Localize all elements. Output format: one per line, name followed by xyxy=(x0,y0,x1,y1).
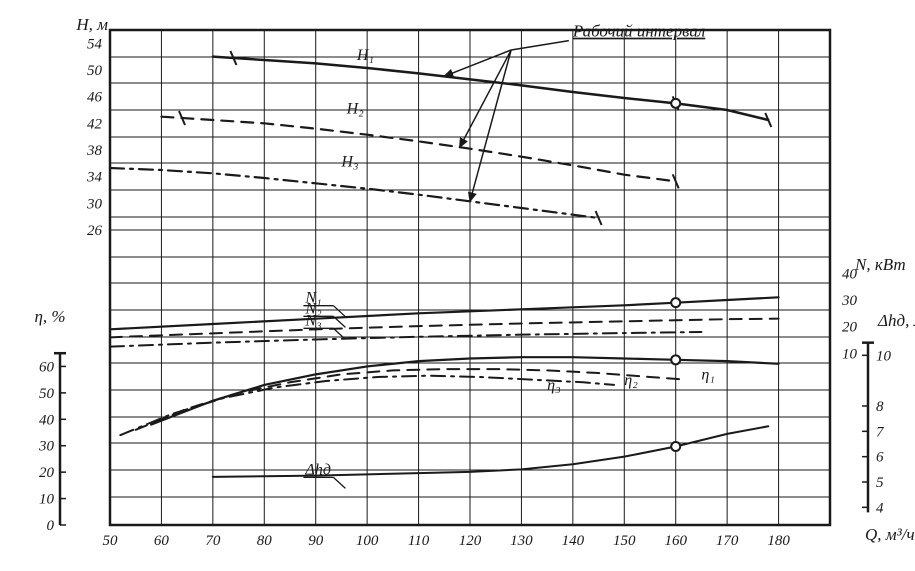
dh-axis-label: Δhд, м xyxy=(877,311,915,330)
x-tick-label: 50 xyxy=(103,533,119,549)
curve-label-H1: H₁ xyxy=(356,47,374,64)
curve-label-N3: N₃ xyxy=(304,312,321,329)
h-tick-label: 50 xyxy=(87,63,103,79)
x-tick-label: 130 xyxy=(510,533,533,549)
h-tick-label: 46 xyxy=(87,90,103,106)
curve-eta1 xyxy=(151,357,778,424)
n-tick-label: 20 xyxy=(842,320,858,336)
curve-label-dh: Δhд xyxy=(304,461,330,478)
n-tick-label: 30 xyxy=(841,293,858,309)
eta-tick-label: 50 xyxy=(39,386,55,402)
curve-label-eta3: η₃ xyxy=(547,377,561,394)
x-tick-label: 120 xyxy=(459,533,482,549)
pump-characteristic-chart: 5060708090100110120130140150160170180Q, … xyxy=(0,0,915,571)
eta-tick-label: 0 xyxy=(47,518,55,534)
dh-tick-label: 5 xyxy=(876,475,884,491)
x-tick-label: 90 xyxy=(308,533,324,549)
n-axis-label: N, кВт xyxy=(854,255,906,274)
eta-tick-label: 60 xyxy=(39,359,55,375)
dh-tick-label: 8 xyxy=(876,399,884,415)
label-leader xyxy=(333,477,345,488)
annotation-arrow xyxy=(470,50,511,201)
open-circle-marker xyxy=(671,298,680,307)
h-tick-label: 54 xyxy=(87,36,103,52)
open-circle-marker xyxy=(671,355,680,364)
curve-N2 xyxy=(110,319,779,338)
curve-H3 xyxy=(110,168,599,218)
open-circle-marker xyxy=(671,442,680,451)
x-tick-label: 100 xyxy=(356,533,379,549)
label-leader xyxy=(333,328,345,339)
curve-label-H3: H₃ xyxy=(340,154,358,171)
h-tick-label: 30 xyxy=(86,196,103,212)
eta-tick-label: 10 xyxy=(39,492,55,508)
dh-tick-label: 6 xyxy=(876,450,884,466)
x-axis-label: Q, м³/ч xyxy=(865,525,915,544)
h-tick-label: 34 xyxy=(86,170,103,186)
annotation-arrow xyxy=(460,50,511,147)
curve-label-eta2: η₂ xyxy=(624,372,638,389)
eta-tick-label: 30 xyxy=(38,439,55,455)
dh-tick-label: 4 xyxy=(876,500,884,516)
dh-tick-label: 10 xyxy=(876,348,892,364)
x-tick-label: 80 xyxy=(257,533,273,549)
x-tick-label: 170 xyxy=(716,533,739,549)
dh-tick-label: 7 xyxy=(876,424,885,440)
curve-label-H2: H₂ xyxy=(346,100,365,117)
curve-eta2 xyxy=(136,369,686,430)
annotation-arrow xyxy=(444,50,511,76)
annotation-leader xyxy=(511,41,569,50)
eta-tick-label: 40 xyxy=(39,412,55,428)
x-tick-label: 110 xyxy=(408,533,430,549)
n-tick-label: 10 xyxy=(842,346,858,362)
x-tick-label: 60 xyxy=(154,533,170,549)
label-leader xyxy=(333,306,345,317)
h-tick-label: 38 xyxy=(86,143,103,159)
h-axis-label: H, м xyxy=(75,15,108,34)
eta-tick-label: 20 xyxy=(39,465,55,481)
x-tick-label: 140 xyxy=(562,533,585,549)
eta-axis-label: η, % xyxy=(34,307,65,326)
h-tick-label: 42 xyxy=(87,116,103,132)
working-interval-label: Рабочий интервал xyxy=(572,22,705,41)
interval-tick xyxy=(596,211,602,225)
h-tick-label: 26 xyxy=(87,223,103,239)
x-tick-label: 160 xyxy=(664,533,687,549)
open-circle-marker xyxy=(671,99,680,108)
x-tick-label: 180 xyxy=(767,533,790,549)
x-tick-label: 150 xyxy=(613,533,636,549)
curve-label-eta1: η₁ xyxy=(701,367,715,384)
curve-dh xyxy=(213,426,768,477)
x-tick-label: 70 xyxy=(205,533,221,549)
